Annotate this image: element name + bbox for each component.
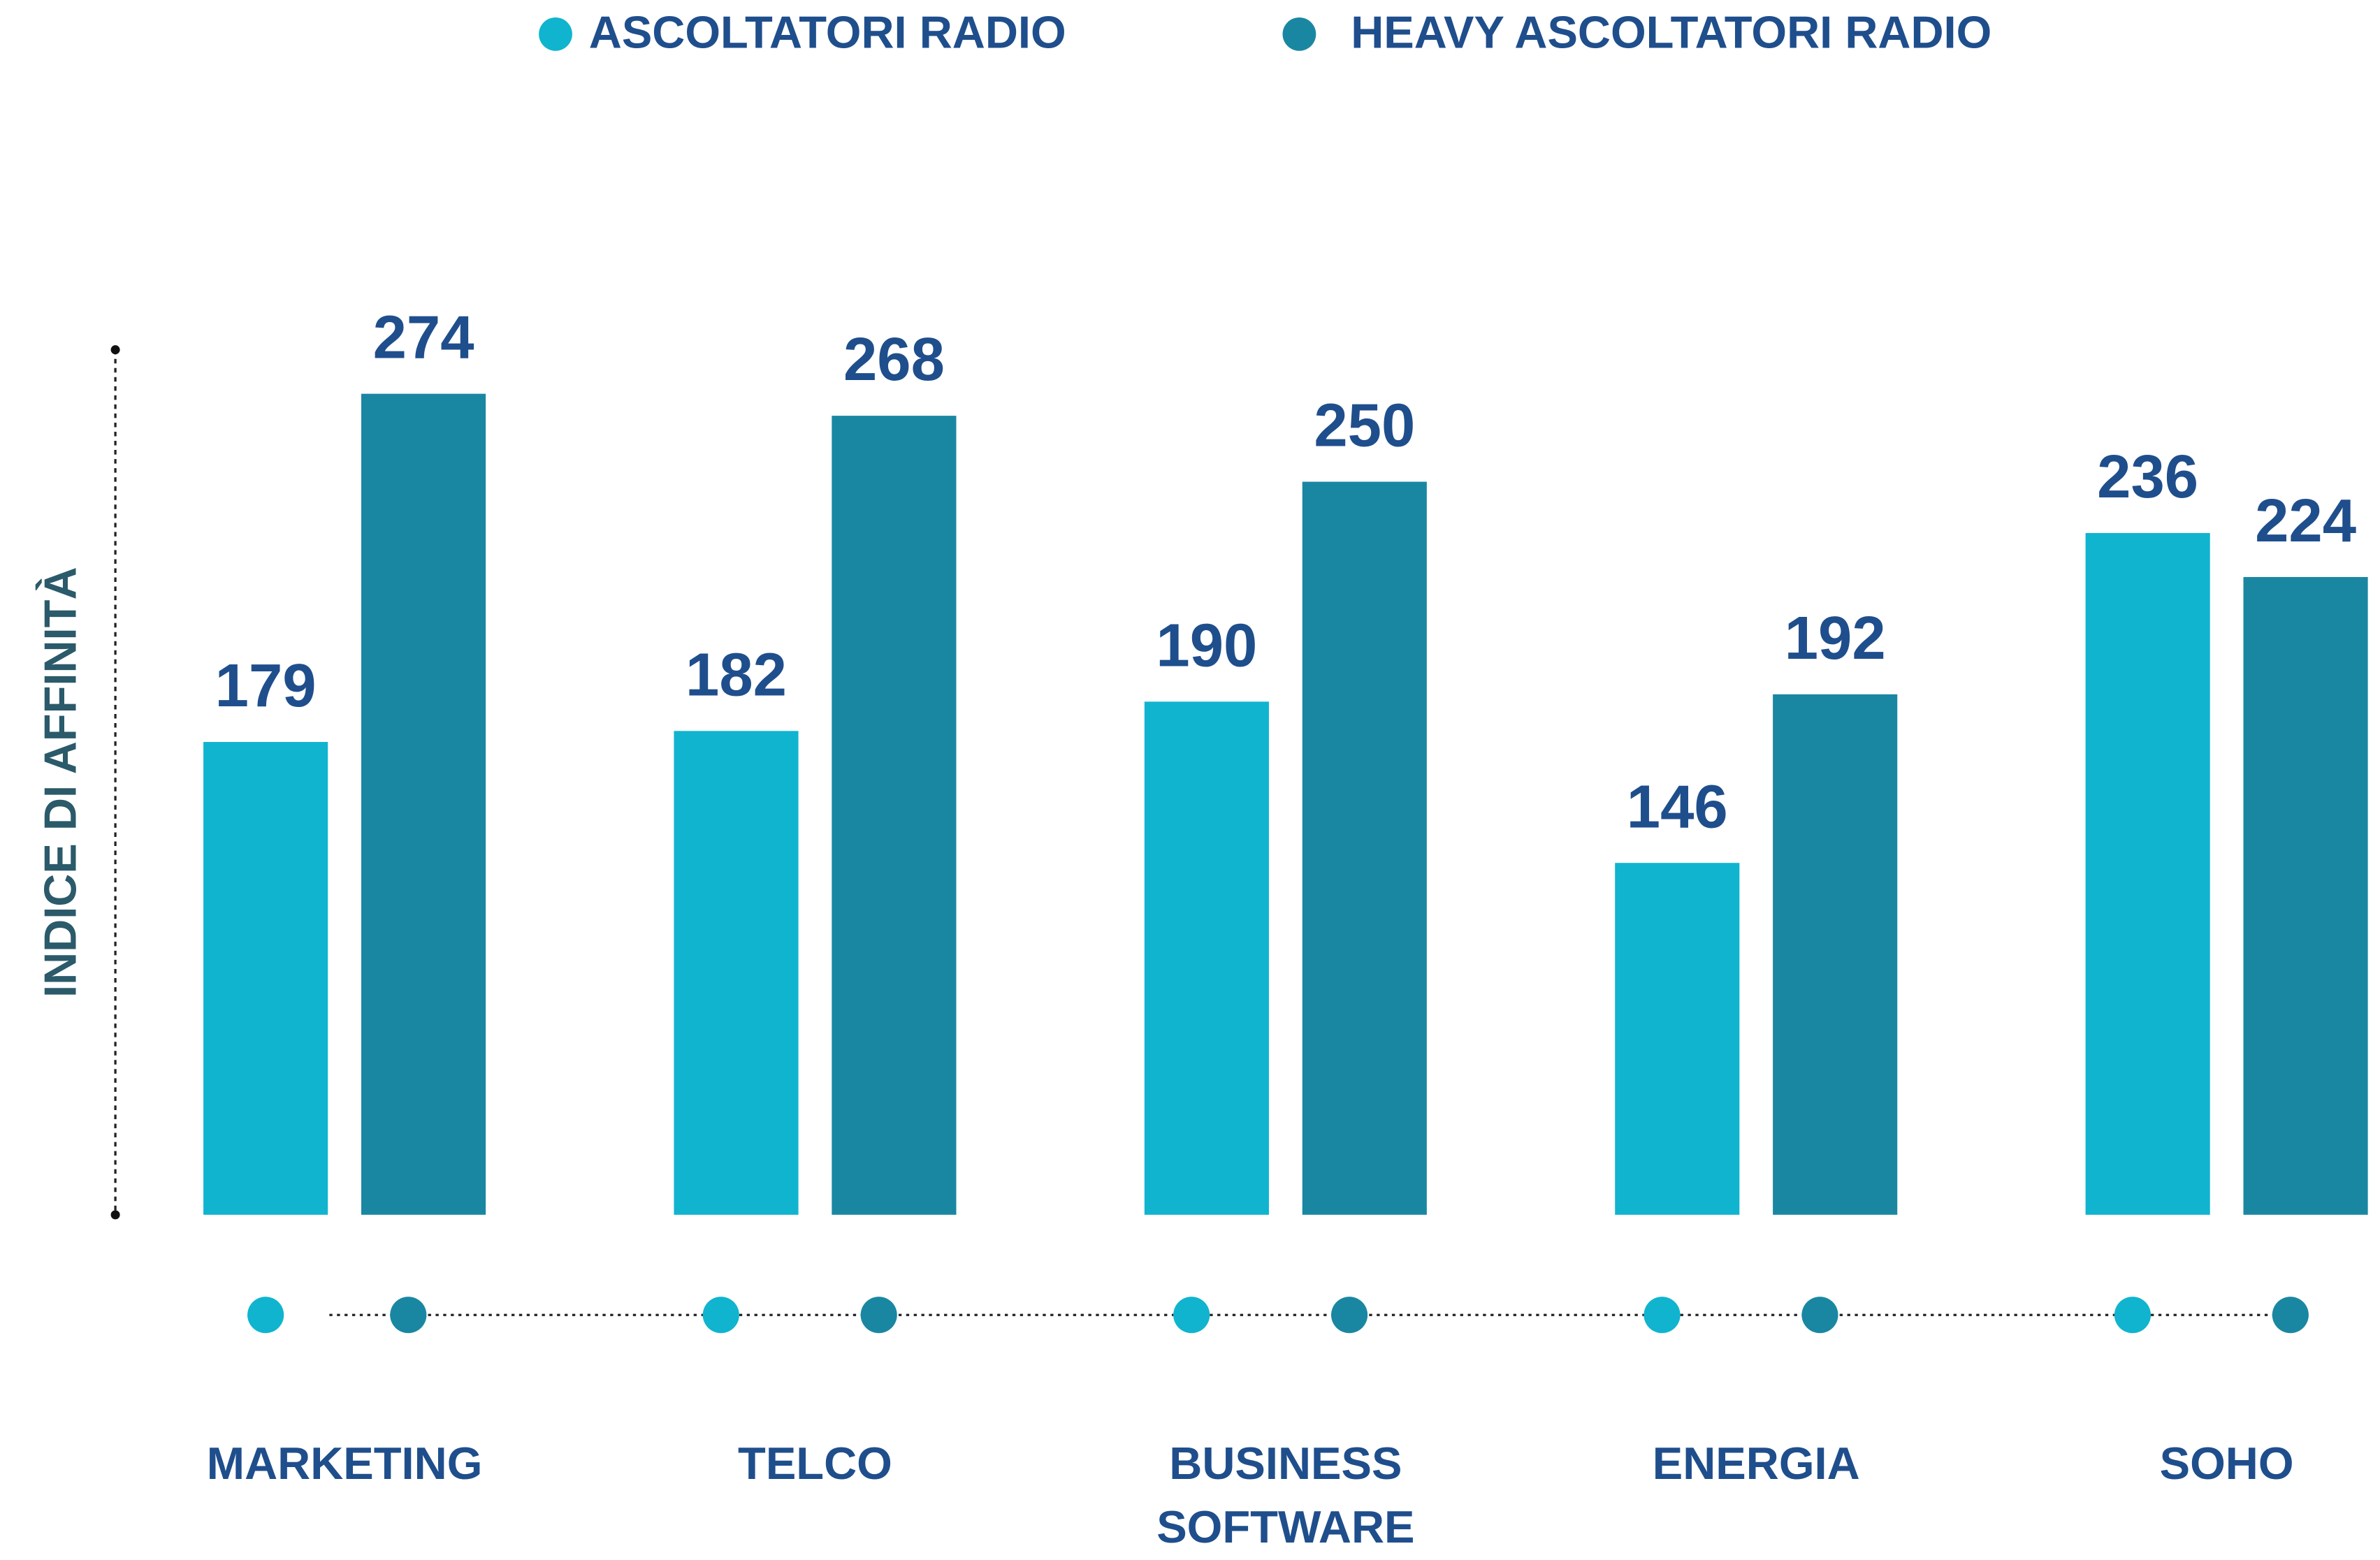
x-tick-label: BUSINESS SOFTWARE	[1156, 1439, 1415, 1554]
bar	[832, 416, 957, 1215]
x-tick-label: SOHO	[2159, 1439, 2294, 1490]
value-label: 190	[1156, 611, 1257, 679]
category-marker	[1801, 1297, 1838, 1334]
x-tick-label: TELCO	[738, 1439, 892, 1490]
category-marker	[1643, 1297, 1681, 1334]
bar	[1773, 694, 1898, 1215]
category-marker	[2114, 1297, 2151, 1334]
category-marker	[860, 1297, 897, 1334]
x-tick-label-box: SOHO	[2159, 1439, 2294, 1490]
bar	[361, 393, 486, 1215]
bar	[2085, 533, 2210, 1215]
value-label: 250	[1314, 392, 1415, 460]
axis-end	[110, 345, 120, 355]
category-marker	[390, 1297, 427, 1334]
y-axis-label: INDICE DI AFFINITÀ	[34, 567, 85, 998]
legend-label: HEAVY ASCOLTATORI RADIO	[1351, 6, 1991, 57]
value-label: 274	[373, 304, 474, 372]
bar	[1615, 863, 1740, 1215]
category-marker	[1173, 1297, 1210, 1334]
x-tick-label-box: ENERGIA	[1652, 1439, 1860, 1490]
category-marker	[2272, 1297, 2309, 1334]
value-label: 179	[215, 652, 317, 720]
x-tick-label: MARKETING	[206, 1439, 483, 1490]
value-label: 268	[843, 326, 945, 393]
category-marker	[247, 1297, 284, 1334]
bar	[674, 731, 799, 1215]
bar	[1302, 481, 1427, 1215]
x-tick-label-box: MARKETING	[206, 1439, 483, 1490]
category-marker	[702, 1297, 739, 1334]
bar	[203, 742, 328, 1215]
x-tick-label: ENERGIA	[1652, 1439, 1860, 1490]
value-label: 236	[2097, 443, 2198, 511]
x-tick-label-box: TELCO	[738, 1439, 892, 1490]
value-label: 192	[1785, 604, 1886, 672]
axis-end	[110, 1210, 120, 1220]
category-marker	[1331, 1297, 1368, 1334]
legend-label: ASCOLTATORI RADIO	[589, 6, 1066, 57]
x-tick-label-box: BUSINESS SOFTWARE	[1156, 1439, 1415, 1554]
legend-marker	[1282, 17, 1316, 51]
value-label: 146	[1627, 773, 1728, 840]
bar	[2243, 576, 2368, 1215]
bar	[1144, 701, 1269, 1215]
value-label: 182	[685, 641, 787, 708]
legend-marker	[539, 17, 572, 51]
value-label: 224	[2255, 487, 2356, 555]
